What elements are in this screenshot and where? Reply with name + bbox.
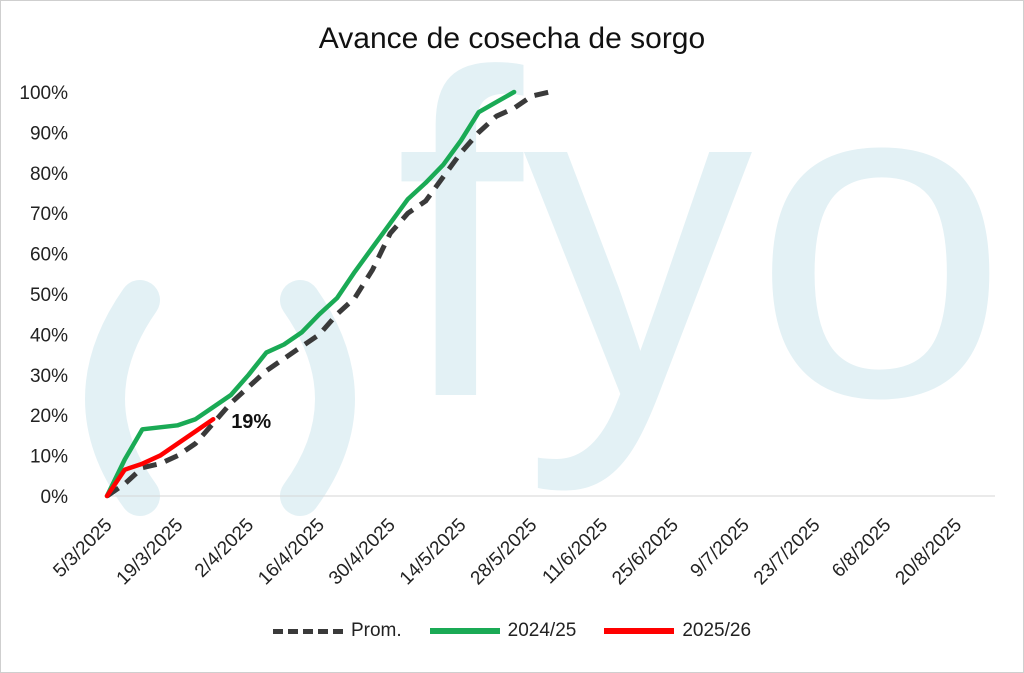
- chart-legend: Prom. 2024/25 2025/26: [0, 620, 1024, 642]
- chart-annotations: 19%: [231, 411, 271, 433]
- series-line-2024-25: [104, 89, 517, 499]
- legend-label-prom: Prom.: [350, 620, 402, 641]
- x-tick-label: 16/4/2025: [254, 515, 329, 590]
- legend-swatch-2025-26: [604, 628, 675, 634]
- series-line-prom: [105, 89, 551, 499]
- series-line-2025-26: [104, 416, 216, 499]
- x-tick-label: 19/3/2025: [113, 515, 188, 590]
- legend-item-prom: Prom.: [272, 620, 402, 642]
- legend-label-2024-25: 2024/25: [507, 620, 577, 641]
- legend-item-2025-26: 2025/26: [604, 620, 751, 642]
- watermark-text: fyo: [395, 0, 1009, 496]
- watermark-fyo-logo: fyo: [85, 0, 1009, 516]
- watermark-right-paren: [280, 280, 355, 516]
- y-tick-label: 90%: [30, 123, 68, 144]
- legend-swatch-2024-25: [429, 628, 500, 634]
- y-tick-label: 20%: [30, 406, 68, 427]
- x-tick-label: 28/5/2025: [467, 515, 542, 590]
- x-tick-label: 6/8/2025: [828, 515, 895, 582]
- y-tick-label: 40%: [30, 325, 68, 346]
- y-tick-label: 50%: [30, 285, 68, 306]
- x-tick-label: 23/7/2025: [750, 515, 825, 590]
- legend-label-2025-26: 2025/26: [682, 620, 752, 641]
- y-tick-label: 0%: [41, 487, 69, 508]
- x-tick-label: 5/3/2025: [49, 515, 116, 582]
- legend-swatch-prom: [272, 628, 343, 634]
- x-tick-label: 25/6/2025: [608, 515, 683, 590]
- y-tick-label: 30%: [30, 366, 68, 387]
- x-tick-label: 20/8/2025: [892, 515, 967, 590]
- y-tick-label: 80%: [30, 164, 68, 185]
- x-tick-label: 9/7/2025: [687, 515, 754, 582]
- y-tick-label: 60%: [30, 245, 68, 266]
- y-tick-label: 70%: [30, 204, 68, 225]
- data-label-2025-26: 19%: [231, 411, 271, 433]
- x-tick-label: 30/4/2025: [325, 515, 400, 590]
- y-tick-label: 100%: [19, 83, 68, 104]
- chart-title: Avance de cosecha de sorgo: [318, 22, 706, 55]
- x-tick-label: 11/6/2025: [539, 515, 613, 589]
- x-tick-label: 2/4/2025: [191, 515, 258, 582]
- chart-series: [104, 89, 551, 499]
- legend-item-2024-25: 2024/25: [429, 620, 577, 642]
- y-tick-label: 10%: [30, 447, 68, 468]
- x-tick-label: 14/5/2025: [396, 515, 471, 590]
